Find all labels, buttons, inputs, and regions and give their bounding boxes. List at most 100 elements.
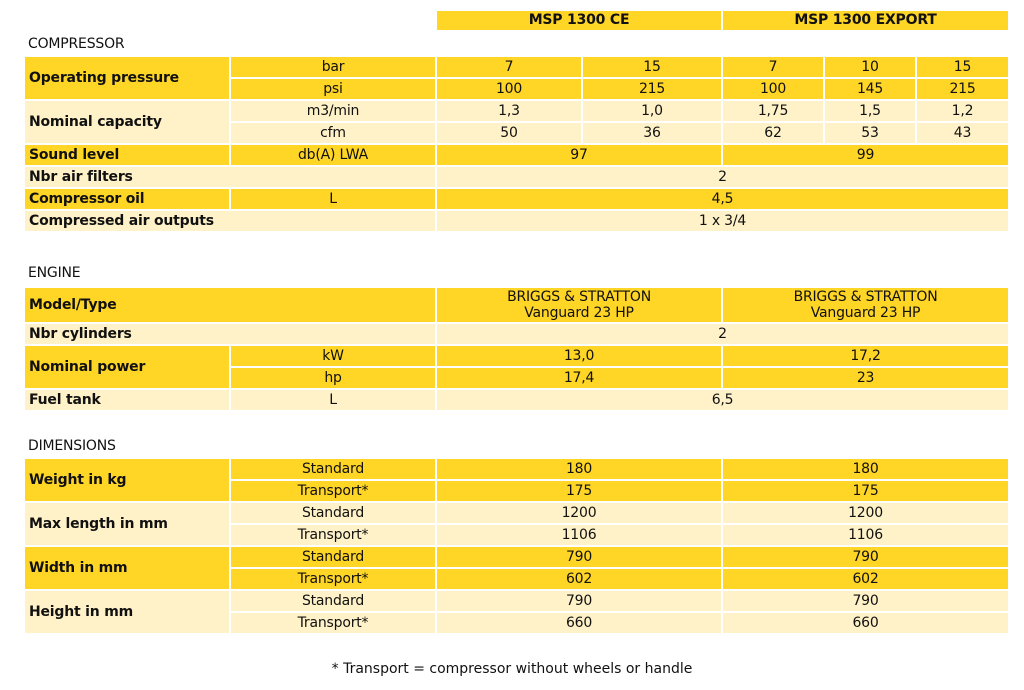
value-cell: 790 [723, 547, 1009, 567]
unit-cell: hp [231, 368, 436, 388]
unit-cell: Transport* [231, 613, 435, 633]
section-title: ENGINE [28, 265, 81, 281]
table-row: Sound level db(A) LWA 97 99 [25, 145, 1008, 165]
unit-cell: L [231, 189, 435, 209]
spec-table-engine: Model/Type BRIGGS & STRATTON Vanguard 23 … [23, 286, 1010, 412]
table-row: Height in mm Standard 790 790 [25, 591, 1009, 633]
model-header: MSP 1300 CE MSP 1300 EXPORT [23, 9, 1010, 32]
value-cell: 180 [723, 459, 1009, 479]
row-label: Nbr air filters [25, 167, 435, 187]
value-cell: 15 [583, 57, 721, 77]
row-label: Max length in mm [25, 503, 229, 545]
value-cell: 1,75 [723, 101, 823, 121]
value-cell: 100 [437, 79, 581, 99]
value-cell: 215 [583, 79, 721, 99]
table-row: Weight in kg Standard 180 180 [25, 459, 1009, 501]
table-row: Nbr cylinders 2 [25, 324, 1009, 344]
row-label: Weight in kg [25, 459, 229, 501]
table-row: Transport* 660 660 [25, 613, 1009, 633]
value-cell: 660 [723, 613, 1009, 633]
value-cell: 7 [437, 57, 581, 77]
unit-cell: Standard [231, 547, 435, 567]
table-row: Operating pressure bar 7 15 7 10 15 [25, 57, 1008, 99]
value-cell: 50 [437, 123, 581, 143]
value-cell: 2 [437, 324, 1009, 344]
footnote: * Transport = compressor without wheels … [331, 661, 693, 677]
value-cell: 602 [437, 569, 721, 589]
value-cell: 36 [583, 123, 721, 143]
value-cell: 790 [437, 591, 721, 611]
table-row: Nominal power kW 13,0 17,2 [25, 346, 1009, 388]
value-cell: 10 [825, 57, 915, 77]
table-row: cfm 50 36 62 53 43 [25, 123, 1008, 143]
value-cell: 13,0 [437, 346, 722, 366]
row-label: Height in mm [25, 591, 229, 633]
value-cell: 1,0 [583, 101, 721, 121]
unit-cell: Standard [231, 591, 435, 611]
unit-cell: cfm [231, 123, 435, 143]
blank-cell [25, 11, 435, 30]
value-cell: 1200 [723, 503, 1009, 523]
table-row: Transport* 1106 1106 [25, 525, 1009, 545]
row-label: Width in mm [25, 547, 229, 589]
unit-cell: kW [231, 346, 436, 366]
table-row: Compressed air outputs 1 x 3/4 [25, 211, 1008, 231]
row-label: Compressor oil [25, 189, 229, 209]
unit-cell: L [231, 390, 436, 410]
value-cell: 53 [825, 123, 915, 143]
section-title: DIMENSIONS [28, 438, 116, 454]
value-cell: 15 [917, 57, 1008, 77]
value-cell: 23 [723, 368, 1009, 388]
row-label: Nbr cylinders [25, 324, 436, 344]
row-label: Fuel tank [25, 390, 229, 410]
unit-cell: m3/min [231, 101, 435, 121]
value-cell: 1106 [723, 525, 1009, 545]
model-header-export: MSP 1300 EXPORT [723, 11, 1009, 30]
table-row: Compressor oil L 4,5 [25, 189, 1008, 209]
value-cell: 660 [437, 613, 721, 633]
table-row: Nominal capacity m3/min 1,3 1,0 1,75 1,5 1,2 [25, 101, 1008, 143]
value-cell: 17,4 [437, 368, 722, 388]
unit-cell: Standard [231, 459, 435, 479]
value-cell: 62 [723, 123, 823, 143]
value-cell: 7 [723, 57, 823, 77]
unit-cell: db(A) LWA [231, 145, 435, 165]
value-cell: 1,5 [825, 101, 915, 121]
value-cell: 1106 [437, 525, 721, 545]
value-cell: 1,2 [917, 101, 1008, 121]
unit-cell: psi [231, 79, 435, 99]
row-label: Model/Type [25, 288, 436, 322]
spec-table-compressor: Operating pressure bar 7 15 7 10 15 psi 100 215 10… [23, 55, 1010, 233]
value-cell: 790 [437, 547, 721, 567]
value-cell: 215 [917, 79, 1008, 99]
value-cell: 180 [437, 459, 721, 479]
section-title: COMPRESSOR [28, 36, 125, 52]
model-header-ce: MSP 1300 CE [437, 11, 722, 30]
row-label: Nominal capacity [25, 101, 229, 143]
value-cell: 17,2 [723, 346, 1009, 366]
row-label: Compressed air outputs [25, 211, 435, 231]
value-cell: 97 [437, 145, 721, 165]
value-cell: 790 [723, 591, 1009, 611]
value-cell: 175 [723, 481, 1009, 501]
value-cell: 145 [825, 79, 915, 99]
value-cell: 1,3 [437, 101, 581, 121]
row-label: Operating pressure [25, 57, 229, 99]
value-cell: BRIGGS & STRATTON Vanguard 23 HP [437, 288, 722, 322]
table-row: Transport* 602 602 [25, 569, 1009, 589]
table-row: Fuel tank L 6,5 [25, 390, 1009, 410]
value-cell: BRIGGS & STRATTON Vanguard 23 HP [723, 288, 1009, 322]
value-cell: 1 x 3/4 [437, 211, 1008, 231]
value-cell: 99 [723, 145, 1008, 165]
table-row: Transport* 175 175 [25, 481, 1009, 501]
value-cell: 6,5 [437, 390, 1009, 410]
value-cell: 175 [437, 481, 721, 501]
table-row: Max length in mm Standard 1200 1200 [25, 503, 1009, 545]
row-label: Sound level [25, 145, 229, 165]
value-cell: 43 [917, 123, 1008, 143]
unit-cell: Transport* [231, 569, 435, 589]
table-row: Width in mm Standard 790 790 [25, 547, 1009, 589]
table-row: hp 17,4 23 [25, 368, 1009, 388]
unit-cell: Transport* [231, 525, 435, 545]
unit-cell: bar [231, 57, 435, 77]
